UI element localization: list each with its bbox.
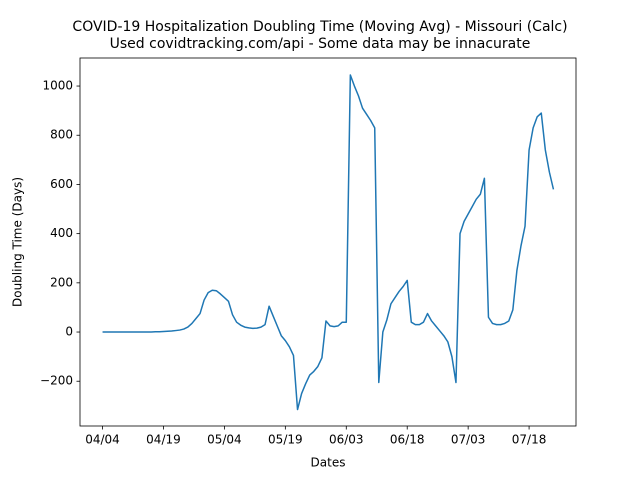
chart-title: COVID-19 Hospitalization Doubling Time (… — [72, 19, 567, 35]
y-tick-label: 800 — [50, 128, 73, 142]
x-axis-label: Dates — [311, 456, 346, 470]
x-tick-label: 04/19 — [146, 433, 181, 447]
x-tick-label: 05/19 — [268, 433, 303, 447]
y-tick-label: 600 — [50, 177, 73, 191]
data-line — [102, 74, 555, 411]
chart-subtitle: Used covidtracking.com/api - Some data m… — [110, 36, 531, 52]
x-tick-label: 05/04 — [207, 433, 242, 447]
y-tick-label: 400 — [50, 226, 73, 240]
x-tick-label: 07/03 — [451, 433, 486, 447]
y-tick-label: −200 — [40, 374, 73, 388]
y-tick-label: 0 — [65, 325, 73, 339]
x-tick-label: 06/18 — [390, 433, 425, 447]
y-axis-label: Doubling Time (Days) — [11, 177, 25, 307]
y-tick-label: 1000 — [42, 79, 73, 93]
plot-frame — [79, 57, 577, 427]
x-tick-label: 07/18 — [512, 433, 547, 447]
x-tick-label: 04/04 — [85, 433, 120, 447]
x-tick-label: 06/03 — [329, 433, 364, 447]
y-tick-label: 200 — [50, 275, 73, 289]
